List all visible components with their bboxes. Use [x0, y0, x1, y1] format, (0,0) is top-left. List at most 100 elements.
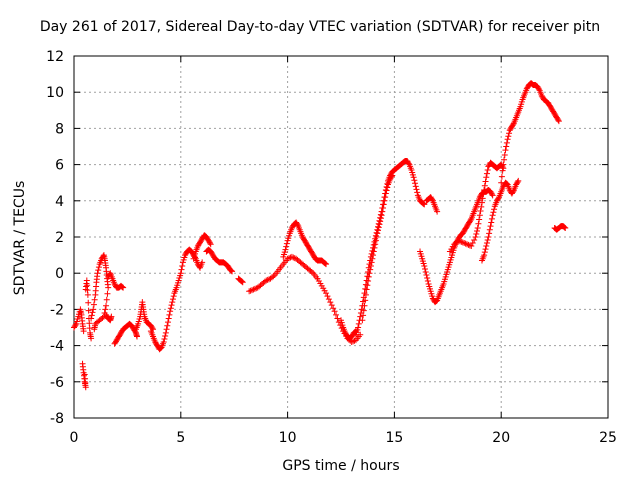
data-point: [323, 290, 330, 297]
x-tick-label: 5: [176, 430, 185, 446]
data-point: [283, 243, 290, 250]
data-point: [488, 219, 495, 226]
data-point: [228, 267, 235, 274]
data-point: [410, 174, 417, 181]
data-point: [365, 278, 372, 285]
data-point: [422, 265, 429, 272]
data-point: [489, 212, 496, 219]
data-point: [102, 306, 109, 313]
y-tick-label: 4: [55, 194, 64, 210]
data-point: [360, 307, 367, 314]
x-axis-label: GPS time / hours: [282, 458, 400, 474]
data-point: [199, 259, 206, 266]
data-point: [284, 255, 291, 262]
data-point: [367, 266, 374, 273]
data-point: [478, 203, 485, 210]
data-point: [367, 262, 374, 269]
data-point: [483, 243, 490, 250]
data-point: [479, 195, 486, 202]
data-point: [510, 188, 517, 195]
data-point: [381, 197, 388, 204]
data-point: [355, 324, 362, 331]
data-point: [473, 230, 480, 237]
y-tick-label: -2: [50, 302, 64, 318]
grid-lines: [74, 56, 608, 418]
data-point: [167, 305, 174, 312]
data-point: [378, 212, 385, 219]
data-point: [495, 195, 502, 202]
data-point: [328, 302, 335, 309]
data-point: [376, 221, 383, 228]
data-point: [480, 191, 487, 198]
data-point: [483, 170, 490, 177]
data-point: [379, 208, 386, 215]
data-point: [514, 179, 521, 186]
data-point: [432, 298, 439, 305]
data-point: [469, 240, 476, 247]
data-point: [485, 234, 492, 240]
data-point: [515, 177, 522, 184]
data-point: [88, 312, 95, 319]
data-point: [490, 209, 497, 216]
data-point: [134, 333, 141, 340]
data-point: [95, 267, 102, 274]
data-point: [164, 322, 171, 329]
y-tick-label: -8: [50, 411, 64, 427]
data-point: [461, 240, 468, 247]
data-point: [465, 241, 472, 248]
data-point: [108, 313, 115, 320]
data-point: [475, 220, 482, 227]
data-point: [80, 328, 87, 335]
data-point: [472, 234, 479, 240]
data-point: [501, 156, 508, 163]
data-point: [294, 221, 301, 228]
data-point: [424, 278, 431, 285]
data-point: [372, 237, 379, 244]
y-tick-label: -4: [50, 339, 64, 355]
data-point: [501, 151, 508, 158]
data-point: [359, 317, 366, 324]
data-point: [458, 238, 465, 245]
data-point: [481, 252, 488, 259]
y-tick-label: -6: [50, 375, 64, 391]
data-point: [414, 189, 421, 196]
data-point: [103, 302, 110, 309]
data-point: [434, 208, 441, 215]
data-point: [481, 249, 488, 256]
data-point: [506, 130, 513, 137]
data-point: [422, 268, 429, 275]
data-point: [370, 248, 377, 255]
data-point: [421, 262, 428, 269]
data-point: [364, 273, 371, 280]
y-tick-label: 10: [46, 85, 64, 101]
data-point: [482, 246, 489, 253]
data-point: [486, 230, 493, 237]
data-point: [290, 254, 297, 261]
data-point: [366, 270, 373, 277]
data-point: [363, 277, 370, 284]
data-point: [246, 288, 253, 295]
data-point: [388, 173, 395, 180]
x-tick-label: 10: [279, 430, 297, 446]
data-point: [371, 244, 378, 251]
data-point: [91, 296, 98, 303]
data-point: [503, 180, 510, 187]
data-point: [382, 190, 389, 197]
data-point: [405, 160, 412, 167]
data-point: [90, 306, 97, 313]
data-point: [362, 281, 369, 288]
data-point: [369, 247, 376, 254]
data-point: [456, 238, 463, 245]
data-point: [238, 278, 245, 285]
data-point: [164, 319, 171, 326]
data-point: [468, 243, 475, 250]
data-point: [105, 284, 112, 291]
data-point: [321, 259, 328, 266]
x-tick-label: 25: [599, 430, 617, 446]
data-point: [424, 275, 431, 282]
data-point: [481, 182, 488, 189]
data-point: [177, 270, 184, 277]
chart-title: Day 261 of 2017, Sidereal Day-to-day VTE…: [39, 19, 601, 35]
y-tick-label: 6: [55, 158, 64, 174]
